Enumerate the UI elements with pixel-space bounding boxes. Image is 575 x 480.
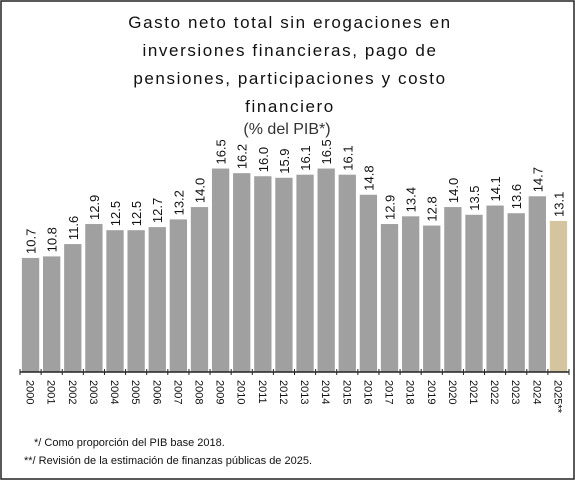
x-tick-label: 2012 (277, 380, 289, 404)
x-tick-label: 2020 (446, 380, 458, 404)
chart-title: Gasto neto total sin erogaciones en (128, 13, 451, 32)
value-label: 14.8 (361, 165, 376, 190)
footnote: **/ Revisión de la estimación de finanza… (24, 455, 312, 467)
bar (148, 227, 166, 372)
x-tick-label: 2003 (87, 380, 99, 404)
bar (423, 225, 441, 372)
x-tick-label: 2008 (192, 380, 204, 404)
x-tick-label: 2001 (45, 380, 57, 404)
x-tick-label: 2007 (171, 380, 183, 404)
bar (275, 177, 293, 372)
value-label: 14.0 (446, 178, 461, 203)
value-label: 14.7 (530, 167, 545, 192)
bar (254, 176, 272, 372)
value-label: 16.5 (319, 139, 334, 164)
bar (380, 224, 399, 372)
x-tick-label: 2023 (509, 380, 521, 404)
x-tick-label: 2021 (467, 380, 479, 404)
x-tick-label: 2022 (488, 380, 500, 404)
x-tick-label: 2014 (319, 380, 331, 404)
value-label: 13.4 (404, 187, 419, 212)
x-tick-label: 2006 (150, 380, 162, 404)
bar (21, 257, 40, 372)
bar (549, 220, 568, 372)
bar (507, 213, 525, 372)
value-label: 10.7 (24, 229, 39, 254)
value-label: 14.1 (488, 176, 503, 201)
value-label: 10.8 (45, 227, 60, 252)
bar (233, 173, 251, 372)
value-label: 14.0 (192, 178, 207, 203)
bar (528, 196, 546, 372)
x-tick-label: 2005 (129, 380, 141, 404)
x-tick-label: 2009 (214, 380, 226, 404)
x-tick-label: 2013 (298, 380, 310, 404)
x-tick-label: 2011 (256, 380, 268, 404)
bar (401, 216, 420, 372)
bar (127, 230, 145, 372)
x-tick-label: 2015 (340, 380, 352, 404)
value-label: 15.9 (277, 148, 292, 173)
x-tick-label: 2010 (235, 380, 247, 404)
value-label: 12.5 (129, 201, 144, 226)
x-tick-label: 2004 (108, 380, 120, 404)
value-label: 11.6 (66, 216, 81, 240)
value-label: 13.1 (551, 192, 566, 217)
x-tick-label: 2019 (425, 380, 437, 404)
bar (211, 168, 230, 372)
bar (338, 174, 356, 372)
value-label: 12.8 (425, 196, 440, 221)
bar (444, 207, 462, 372)
value-label: 16.1 (298, 145, 313, 170)
bar (296, 174, 314, 372)
chart-subtitle: (% del PIB*) (243, 121, 330, 138)
bar (43, 256, 61, 372)
x-tick-label: 2002 (66, 380, 78, 404)
value-label: 16.5 (214, 139, 229, 164)
value-label: 13.2 (171, 190, 186, 215)
value-label: 16.2 (235, 144, 250, 169)
chart-title: pensiones, participaciones y costo (133, 69, 446, 88)
x-tick-label: 2017 (383, 380, 395, 404)
value-label: 12.5 (108, 201, 123, 226)
x-tick-label: 2024 (530, 380, 542, 404)
bar (317, 168, 335, 372)
x-tick-label: 2025** (551, 380, 563, 414)
bar (465, 214, 483, 372)
x-tick-label: 2000 (24, 380, 36, 404)
bar (359, 194, 378, 372)
x-tick-label: 2018 (404, 380, 416, 404)
bar (85, 224, 103, 372)
bar (106, 230, 124, 372)
chart-title: financiero (245, 97, 335, 116)
value-label: 16.1 (340, 145, 355, 170)
bar (169, 219, 188, 372)
value-label: 16.0 (256, 147, 271, 172)
value-label: 13.6 (509, 184, 524, 209)
footnote: */ Como proporción del PIB base 2018. (34, 437, 225, 449)
bar (486, 205, 504, 372)
x-tick-label: 2016 (361, 380, 373, 404)
value-label: 13.5 (467, 185, 482, 210)
value-label: 12.9 (383, 195, 398, 220)
value-label: 12.9 (87, 195, 102, 220)
value-label: 12.7 (150, 198, 165, 223)
bar (64, 244, 82, 372)
chart-title: inversiones financieras, pago de (142, 41, 437, 60)
bar (190, 207, 209, 372)
